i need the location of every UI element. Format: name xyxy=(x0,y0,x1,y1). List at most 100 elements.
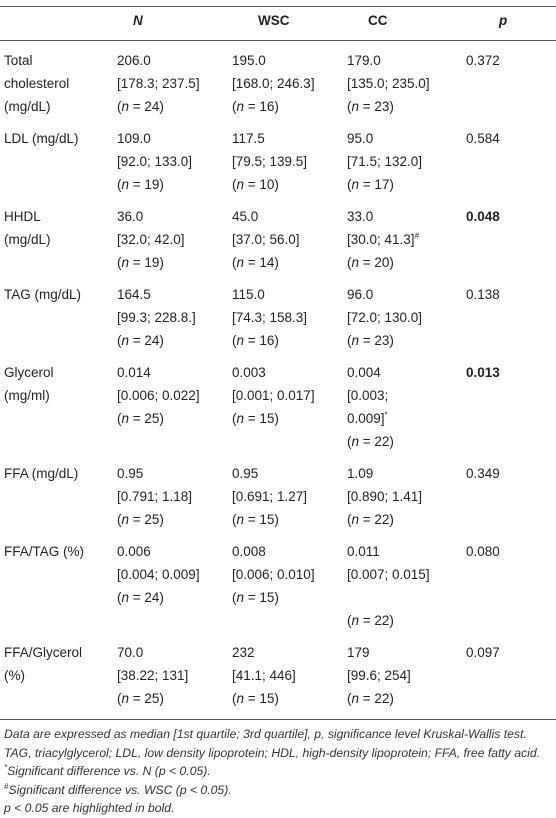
cell-line: (n = 23) xyxy=(347,99,394,114)
row-label: (%) xyxy=(4,668,25,683)
cell-line: (n = 22) xyxy=(347,434,394,449)
cell-line: (n = 25) xyxy=(117,512,164,527)
footnote-text: Significant difference vs. N (p < 0.05). xyxy=(7,764,211,778)
cell-line: (n = 20) xyxy=(347,255,394,270)
cell-line: 96.0 xyxy=(347,287,374,302)
column-header: CC xyxy=(368,13,388,28)
cell-line: 0.006 xyxy=(117,544,151,559)
cell-line: (n = 15) xyxy=(232,691,279,706)
cell-line: 0.584 xyxy=(466,131,500,146)
cell-line: (n = 22) xyxy=(347,691,394,706)
cell-line: [0.691; 1.27] xyxy=(232,489,308,504)
cell-line: 115.0 xyxy=(232,287,265,302)
cell-line: (n = 25) xyxy=(117,411,164,426)
footnote: p < 0.05 are highlighted in bold. xyxy=(4,799,552,818)
cell-line: 0.008 xyxy=(232,544,266,559)
cell-note-mark: # xyxy=(414,231,420,241)
footnote-mark: * xyxy=(4,762,8,772)
cell-line: [30.0; 41.3]# xyxy=(347,230,419,250)
column-header: N xyxy=(133,13,143,28)
cell-line: [0.004; 0.009] xyxy=(117,567,200,582)
row-label: Total xyxy=(4,53,33,68)
cell-line: [178.3; 237.5] xyxy=(117,76,200,91)
cell-line: (n = 19) xyxy=(117,177,164,192)
cell-line: [0.006; 0.022] xyxy=(117,388,200,403)
footnote: #Significant difference vs. WSC (p < 0.0… xyxy=(4,781,552,800)
cell-text: [30.0; 41.3] xyxy=(347,232,415,247)
cell-line: 179.0 xyxy=(347,53,381,68)
footnote: Data are expressed as median [1st quarti… xyxy=(4,725,552,744)
cell-line: 206.0 xyxy=(117,53,151,68)
cell-line: [0.890; 1.41] xyxy=(347,489,423,504)
row-label: FFA (mg/dL) xyxy=(4,466,79,481)
cell-line: (n = 15) xyxy=(232,512,279,527)
cell-line: 0.003 xyxy=(232,365,266,380)
cell-line: 0.95 xyxy=(117,466,144,481)
cell-line: (n = 24) xyxy=(117,99,164,114)
cell-line: 45.0 xyxy=(232,209,259,224)
row-label: TAG (mg/dL) xyxy=(4,287,82,302)
cell-line: 0.138 xyxy=(466,287,500,302)
cell-line: (n = 14) xyxy=(232,255,279,270)
cell-line: [0.791; 1.18] xyxy=(117,489,193,504)
row-label: LDL (mg/dL) xyxy=(4,131,79,146)
footnote-text: p < 0.05 are highlighted in bold. xyxy=(4,801,175,815)
bottom-rule xyxy=(0,719,556,720)
footnotes: Data are expressed as median [1st quarti… xyxy=(4,725,552,818)
cell-line: (n = 15) xyxy=(232,590,279,605)
cell-line: [0.007; 0.015] xyxy=(347,567,430,582)
footnote-text: Data are expressed as median [1st quarti… xyxy=(4,727,527,741)
row-label: (mg/dL) xyxy=(4,99,51,114)
cell-line: 33.0 xyxy=(347,209,374,224)
row-label: (mg/ml) xyxy=(4,388,50,403)
cell-line: 70.0 xyxy=(117,645,144,660)
column-header: p xyxy=(499,13,508,28)
column-header: WSC xyxy=(258,13,290,28)
cell-line: [74.3; 158.3] xyxy=(232,310,308,325)
cell-line: [38.22; 131] xyxy=(117,668,189,683)
cell-line: [0.001; 0.017] xyxy=(232,388,315,403)
cell-line: [0.003; xyxy=(347,388,389,403)
cell-line: (n = 10) xyxy=(232,177,279,192)
cell-line: (n = 16) xyxy=(232,333,279,348)
cell-line: [37.0; 56.0] xyxy=(232,232,300,247)
cell-line: 0.349 xyxy=(466,466,500,481)
cell-line: [92.0; 133.0] xyxy=(117,154,193,169)
cell-line: 232 xyxy=(232,645,255,660)
cell-line: [0.006; 0.010] xyxy=(232,567,315,582)
cell-line: 0.048 xyxy=(466,209,500,224)
cell-line: 0.009]* xyxy=(347,409,388,429)
cell-line: [41.1; 446] xyxy=(232,668,296,683)
cell-line: (n = 17) xyxy=(347,177,394,192)
cell-line: 179 xyxy=(347,645,370,660)
cell-line: 0.080 xyxy=(466,544,500,559)
footnote: TAG, triacylglycerol; LDL, low density l… xyxy=(4,744,552,763)
cell-line: 0.097 xyxy=(466,645,500,660)
cell-line: 117.5 xyxy=(232,131,265,146)
cell-line: (n = 24) xyxy=(117,590,164,605)
cell-line: 36.0 xyxy=(117,209,144,224)
cell-line: (n = 22) xyxy=(347,613,394,628)
cell-note-mark: * xyxy=(384,410,388,420)
footnote-text: TAG, triacylglycerol; LDL, low density l… xyxy=(4,745,541,760)
footnote-mark: # xyxy=(4,781,9,791)
cell-line: [79.5; 139.5] xyxy=(232,154,308,169)
cell-line: [99.6; 254] xyxy=(347,668,411,683)
cell-line: [71.5; 132.0] xyxy=(347,154,423,169)
cell-line: 0.011 xyxy=(347,544,380,559)
footnote: *Significant difference vs. N (p < 0.05)… xyxy=(4,762,552,781)
cell-line: 195.0 xyxy=(232,53,266,68)
footnote-text: Significant difference vs. WSC (p < 0.05… xyxy=(8,782,232,797)
cell-line: (n = 15) xyxy=(232,411,279,426)
cell-line: (n = 25) xyxy=(117,691,164,706)
cell-line: [99.3; 228.8.] xyxy=(117,310,196,325)
cell-line: 164.5 xyxy=(117,287,151,302)
row-label: (mg/dL) xyxy=(4,232,51,247)
cell-line: [32.0; 42.0] xyxy=(117,232,185,247)
top-rule xyxy=(0,6,556,7)
cell-line: 0.95 xyxy=(232,466,259,481)
cell-line: (n = 19) xyxy=(117,255,164,270)
cell-line: [135.0; 235.0] xyxy=(347,76,430,91)
cell-line: (n = 22) xyxy=(347,512,394,527)
